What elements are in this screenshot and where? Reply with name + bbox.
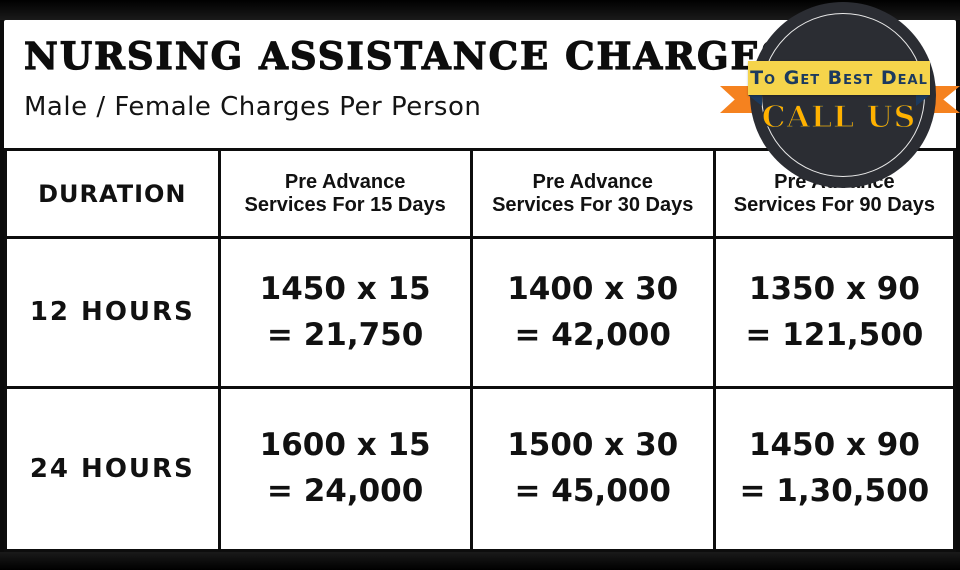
ribbon-label: To Get Best Deal (750, 67, 928, 89)
price-calc: 1400 x 30 (507, 270, 679, 307)
price-12h-30d: 1400 x 30 = 42,000 (472, 239, 713, 386)
header-line: Pre Advance (532, 170, 653, 193)
header-line: Services For 15 Days (244, 193, 446, 216)
price-24h-30d: 1500 x 30 = 45,000 (472, 388, 713, 549)
bottom-frame-bar (0, 552, 960, 570)
ribbon-fold-left-icon (748, 95, 762, 106)
price-total: = 21,750 (266, 316, 424, 353)
row-12-hours-label: 12 HOURS (7, 239, 218, 386)
price-calc: 1450 x 15 (259, 270, 431, 307)
row-24-hours-label: 24 HOURS (7, 388, 218, 549)
call-us-badge[interactable]: To Get Best Deal CALL US (712, 0, 960, 200)
price-total: = 1,30,500 (739, 473, 930, 510)
table-header-30-days: Pre Advance Services For 30 Days (472, 151, 713, 237)
top-frame-bar (0, 0, 960, 20)
header-line: Services For 90 Days (733, 193, 936, 216)
table-header-duration: DURATION (7, 151, 218, 237)
price-24h-15d: 1600 x 15 = 24,000 (220, 388, 470, 549)
price-12h-15d: 1450 x 15 = 21,750 (220, 239, 470, 386)
price-12h-90d: 1350 x 90 = 121,500 (715, 239, 953, 386)
price-calc: 1350 x 90 (748, 270, 920, 307)
price-total: = 121,500 (745, 316, 924, 353)
price-total: = 45,000 (514, 473, 671, 510)
badge-inner-ring-icon (761, 13, 925, 177)
price-calc: 1450 x 90 (748, 427, 920, 464)
badge-circle-icon (750, 2, 936, 188)
ribbon-band: To Get Best Deal (748, 61, 930, 95)
flyer-content: NURSING ASSISTANCE CHARGES LIST Male / F… (4, 20, 956, 552)
price-total: = 42,000 (514, 316, 671, 353)
header-line: Pre Advance (284, 170, 406, 193)
price-calc: 1500 x 30 (507, 427, 679, 464)
charges-table: DURATION Pre Advance Services For 15 Day… (4, 148, 956, 552)
page-subtitle: Male / Female Charges Per Person (24, 92, 482, 122)
price-24h-90d: 1450 x 90 = 1,30,500 (715, 388, 953, 549)
call-us-label: CALL US (761, 99, 917, 135)
price-total: = 24,000 (266, 473, 424, 510)
header-line: Services For 30 Days (492, 193, 694, 216)
price-calc: 1600 x 15 (259, 427, 431, 464)
table-header-15-days: Pre Advance Services For 15 Days (220, 151, 470, 237)
ribbon-fold-right-icon (916, 95, 930, 106)
